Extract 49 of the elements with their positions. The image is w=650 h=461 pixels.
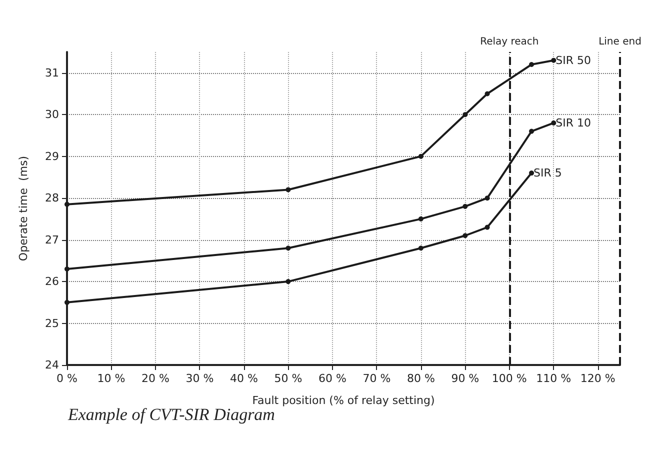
point bbox=[484, 196, 490, 201]
x-tick-label: 70 % bbox=[362, 372, 391, 385]
point bbox=[418, 154, 424, 159]
ref-line-label: Relay reach bbox=[480, 36, 539, 48]
x-tick-label: 110 % bbox=[536, 372, 572, 385]
point bbox=[462, 204, 468, 209]
x-tick-label: 50 % bbox=[274, 372, 302, 385]
y-tick-label: 26 bbox=[45, 275, 59, 288]
series-label: SIR 10 bbox=[556, 116, 592, 130]
point bbox=[418, 246, 424, 251]
y-tick-label: 27 bbox=[45, 233, 59, 246]
y-tick-label: 31 bbox=[45, 66, 59, 80]
x-tick-label: 20 % bbox=[142, 372, 170, 385]
y-axis-title: Operate time (ms) bbox=[17, 156, 30, 262]
ref-line-label: Line end bbox=[598, 36, 642, 48]
point bbox=[64, 266, 70, 272]
y-tick-label: 30 bbox=[45, 108, 59, 122]
point bbox=[462, 112, 468, 118]
point bbox=[551, 58, 556, 63]
point bbox=[529, 170, 534, 176]
y-tick-label: 28 bbox=[45, 192, 59, 205]
x-tick-label: 40 % bbox=[230, 372, 258, 385]
x-tick-label: 10 % bbox=[97, 372, 126, 385]
point bbox=[64, 202, 70, 207]
x-tick-label: 90 % bbox=[451, 372, 480, 385]
point bbox=[286, 246, 291, 251]
y-tick-label: 25 bbox=[45, 316, 59, 330]
point bbox=[529, 128, 534, 134]
y-tick-label: 29 bbox=[45, 150, 59, 163]
series-label: SIR 5 bbox=[534, 166, 562, 180]
x-tick-label: 30 % bbox=[186, 372, 214, 385]
point bbox=[286, 279, 291, 284]
point bbox=[484, 91, 490, 96]
x-tick-label: 100 % bbox=[492, 372, 527, 385]
point bbox=[286, 187, 291, 192]
x-tick-label: 0 % bbox=[56, 372, 78, 385]
point bbox=[551, 120, 556, 126]
text: Example of CVT-SIR Diagram bbox=[68, 405, 275, 425]
point bbox=[529, 62, 534, 68]
x-tick-label: 80 % bbox=[406, 372, 435, 385]
point bbox=[462, 233, 468, 238]
x-axis-title: Fault position (% of relay setting) bbox=[252, 394, 435, 407]
point bbox=[64, 300, 70, 305]
x-tick-label: 60 % bbox=[318, 372, 346, 385]
x-tick-label: 120 % bbox=[580, 372, 616, 385]
y-tick-label: 24 bbox=[45, 358, 59, 372]
point bbox=[484, 224, 490, 230]
point bbox=[418, 216, 424, 222]
series-label: SIR 50 bbox=[556, 54, 592, 67]
